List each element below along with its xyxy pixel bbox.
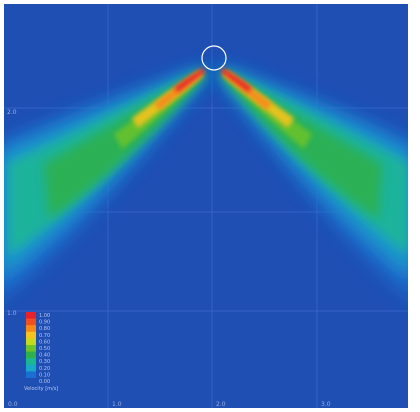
colorbar-label: 0.30 (39, 359, 50, 365)
colorbar-swatch (26, 351, 36, 359)
x-tick-label: 2.0 (216, 401, 226, 408)
colorbar-swatches (26, 312, 36, 385)
x-tick-label: 3.0 (321, 401, 331, 408)
grid (4, 4, 408, 408)
y-tick-label: 2.0 (7, 109, 17, 116)
colorbar-swatch (26, 371, 36, 379)
colorbar-label: 0.90 (39, 320, 50, 326)
y-tick-label: 1.0 (7, 310, 17, 317)
x-tick-label: 0.0 (8, 401, 18, 408)
colorbar-label: 0.00 (39, 379, 50, 385)
colorbar-labels: 1.000.900.800.700.600.500.400.300.200.10… (39, 313, 50, 385)
colorbar-swatch (26, 325, 36, 333)
colorbar-title: Velocity [m/s] (24, 386, 58, 392)
colorbar-label: 1.00 (39, 313, 50, 319)
colorbar-swatch (26, 364, 36, 372)
colorbar-swatch (26, 331, 36, 339)
colorbar: 1.000.900.800.700.600.500.400.300.200.10… (24, 312, 58, 392)
colorbar-swatch (26, 345, 36, 352)
left-plume-red (174, 68, 205, 92)
x-tick-labels: 0.0 1.0 2.0 3.0 (8, 401, 331, 408)
colorbar-label: 0.70 (39, 333, 50, 339)
colorbar-swatch (26, 338, 36, 346)
colorbar-swatch (26, 312, 36, 319)
colorbar-swatch (26, 318, 36, 326)
colorbar-swatch (26, 378, 36, 385)
colorbar-label: 0.50 (39, 346, 50, 352)
colorbar-swatch (26, 358, 36, 366)
velocity-heatmap: 0.0 1.0 2.0 3.0 1.0 2.0 1.000.900.800.70… (4, 4, 408, 408)
right-plume (218, 66, 408, 296)
colorbar-label: 0.80 (39, 326, 50, 332)
colorbar-label: 0.10 (39, 372, 50, 378)
source-circle-marker (201, 45, 227, 71)
colorbar-label: 0.20 (39, 366, 50, 372)
y-tick-labels: 1.0 2.0 (7, 109, 17, 317)
left-plume (4, 66, 208, 297)
colorbar-label: 0.60 (39, 339, 50, 345)
right-plume-red (221, 68, 252, 92)
colorbar-label: 0.40 (39, 353, 50, 359)
x-tick-label: 1.0 (112, 401, 122, 408)
